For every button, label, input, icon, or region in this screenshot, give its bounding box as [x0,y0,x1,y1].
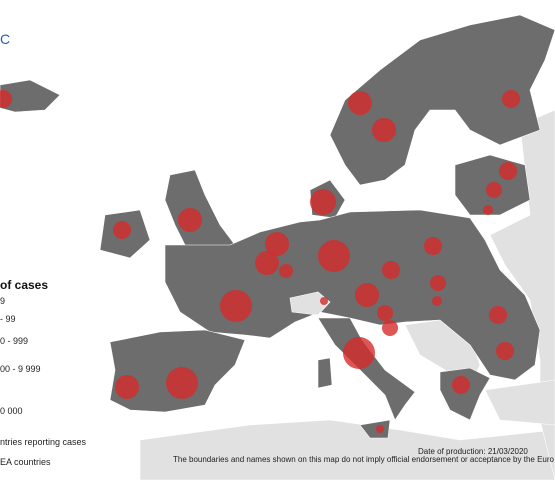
legend-item: 0 - 999 [0,336,28,346]
bubble [178,208,202,232]
legend-item: EA countries [0,457,51,467]
bubble [499,162,517,180]
sardinia [317,357,333,389]
disclaimer: The boundaries and names shown on this m… [173,455,555,464]
bubble [115,375,139,399]
legend-item: ntries reporting cases [0,437,87,447]
case-bubbles [0,90,520,433]
bubble [486,182,502,198]
mainland [164,209,541,381]
bubble [377,305,393,321]
iceland [0,79,61,113]
bubble [424,237,442,255]
legend-item: 0 000 [0,406,23,416]
bubble [355,283,379,307]
bubble [430,275,446,291]
turkey [484,379,555,426]
bubble [483,205,493,215]
legend-item: - 99 [0,314,16,324]
legend-title: of cases [0,278,48,292]
bubble [452,376,470,394]
bubble [265,232,289,256]
legend-item: 00 - 9 999 [0,364,41,374]
bubble [279,264,293,278]
bubble [166,367,198,399]
production-date: Date of production: 21/03/2020 [418,447,528,456]
greece [439,367,491,421]
bubble [113,221,131,239]
legend: of cases 9 - 99 0 - 999 00 - 9 999 0 000 ntri… [0,278,87,467]
bubble [310,189,336,215]
legend-item: 9 [0,296,5,306]
bubble [255,251,279,275]
bubble [318,240,350,272]
bubble [489,306,507,324]
north-africa [139,419,555,480]
bubble [343,337,375,369]
bubble [372,118,396,142]
bubble [432,296,442,306]
bubble [502,90,520,108]
scandinavia [329,14,555,186]
bubble [348,91,372,115]
bubble [382,261,400,279]
italy [317,317,416,421]
bubble [376,425,384,433]
bubble [382,320,398,336]
logo: C [0,31,10,47]
bubble [220,290,252,322]
switzerland [289,291,331,316]
bubble [0,90,12,108]
bubble [320,297,328,305]
sicily [359,419,391,439]
bubble [496,342,514,360]
